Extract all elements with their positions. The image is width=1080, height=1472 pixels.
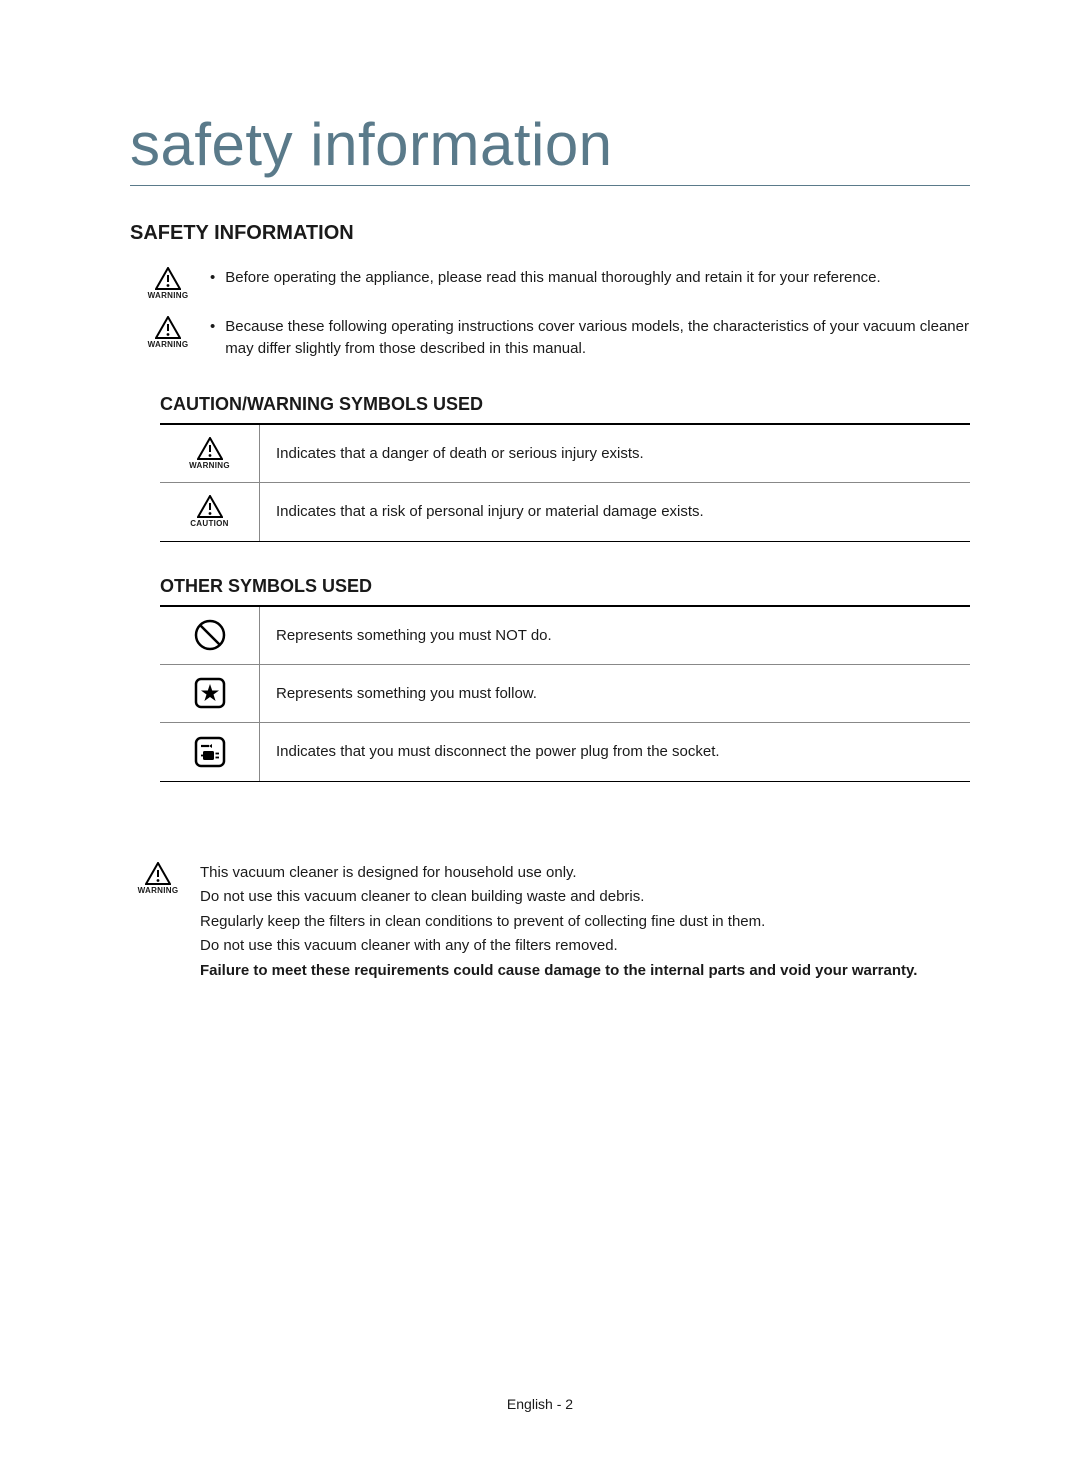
table-row: CAUTION Indicates that a risk of persona… — [160, 483, 970, 541]
caution-triangle-icon — [197, 495, 223, 518]
symbol-cell — [160, 723, 260, 781]
warning-label: WARNING — [148, 291, 189, 300]
symbol-description: Represents something you must follow. — [260, 665, 970, 722]
unplug-icon — [193, 735, 227, 769]
bullet-icon: • — [210, 267, 215, 289]
other-symbols-table: Represents something you must NOT do. Re… — [160, 605, 970, 782]
other-table-heading: OTHER SYMBOLS USED — [160, 576, 970, 597]
section-heading: SAFETY INFORMATION — [130, 222, 970, 245]
table-row: Indicates that you must disconnect the p… — [160, 723, 970, 781]
prohibit-icon — [193, 618, 227, 652]
symbol-cell: WARNING — [160, 425, 260, 482]
warning-label: WARNING — [148, 340, 189, 349]
warning-paragraphs: This vacuum cleaner is designed for hous… — [200, 862, 917, 985]
symbol-cell — [160, 607, 260, 664]
page-title: safety information — [130, 110, 970, 186]
warning-line: Do not use this vacuum cleaner with any … — [200, 935, 917, 958]
warning-line: Regularly keep the filters in clean cond… — [200, 911, 917, 934]
warning-triangle-icon — [155, 316, 181, 339]
page: safety information SAFETY INFORMATION WA… — [0, 0, 1080, 1472]
bullet-icon: • — [210, 316, 215, 360]
warning-line: This vacuum cleaner is designed for hous… — [200, 862, 917, 885]
warning-block: WARNING • Before operating the appliance… — [140, 267, 970, 300]
warning-label: WARNING — [138, 886, 179, 895]
symbol-description: Indicates that a danger of death or seri… — [260, 425, 970, 482]
warning-icon: WARNING — [140, 316, 196, 349]
bullet-row: • Before operating the appliance, please… — [210, 267, 881, 289]
warning-icon: WARNING — [140, 267, 196, 300]
caution-symbols-table: WARNING Indicates that a danger of death… — [160, 423, 970, 542]
symbol-cell — [160, 665, 260, 722]
warning-icon: WARNING — [130, 862, 186, 895]
caution-table-heading: CAUTION/WARNING SYMBOLS USED — [160, 394, 970, 415]
table-row: WARNING Indicates that a danger of death… — [160, 425, 970, 483]
warning-triangle-icon — [155, 267, 181, 290]
symbol-description: Indicates that you must disconnect the p… — [260, 723, 970, 781]
table-row: Represents something you must follow. — [160, 665, 970, 723]
bullet-row: • Because these following operating inst… — [210, 316, 970, 360]
warning-block: WARNING • Because these following operat… — [140, 316, 970, 360]
page-footer: English - 2 — [0, 1396, 1080, 1412]
table-row: Represents something you must NOT do. — [160, 607, 970, 665]
symbol-label: CAUTION — [190, 519, 229, 528]
bullet-text: Because these following operating instru… — [225, 316, 970, 360]
symbol-description: Represents something you must NOT do. — [260, 607, 970, 664]
bullet-text: Before operating the appliance, please r… — [225, 267, 880, 289]
warning-triangle-icon — [197, 437, 223, 460]
symbol-label: WARNING — [189, 461, 230, 470]
warning-triangle-icon — [145, 862, 171, 885]
warning-bold-line: Failure to meet these requirements could… — [200, 960, 917, 983]
symbol-cell: CAUTION — [160, 483, 260, 541]
must-follow-icon — [193, 676, 227, 710]
symbol-description: Indicates that a risk of personal injury… — [260, 483, 970, 541]
warning-line: Do not use this vacuum cleaner to clean … — [200, 886, 917, 909]
main-warning-block: WARNING This vacuum cleaner is designed … — [130, 862, 970, 985]
